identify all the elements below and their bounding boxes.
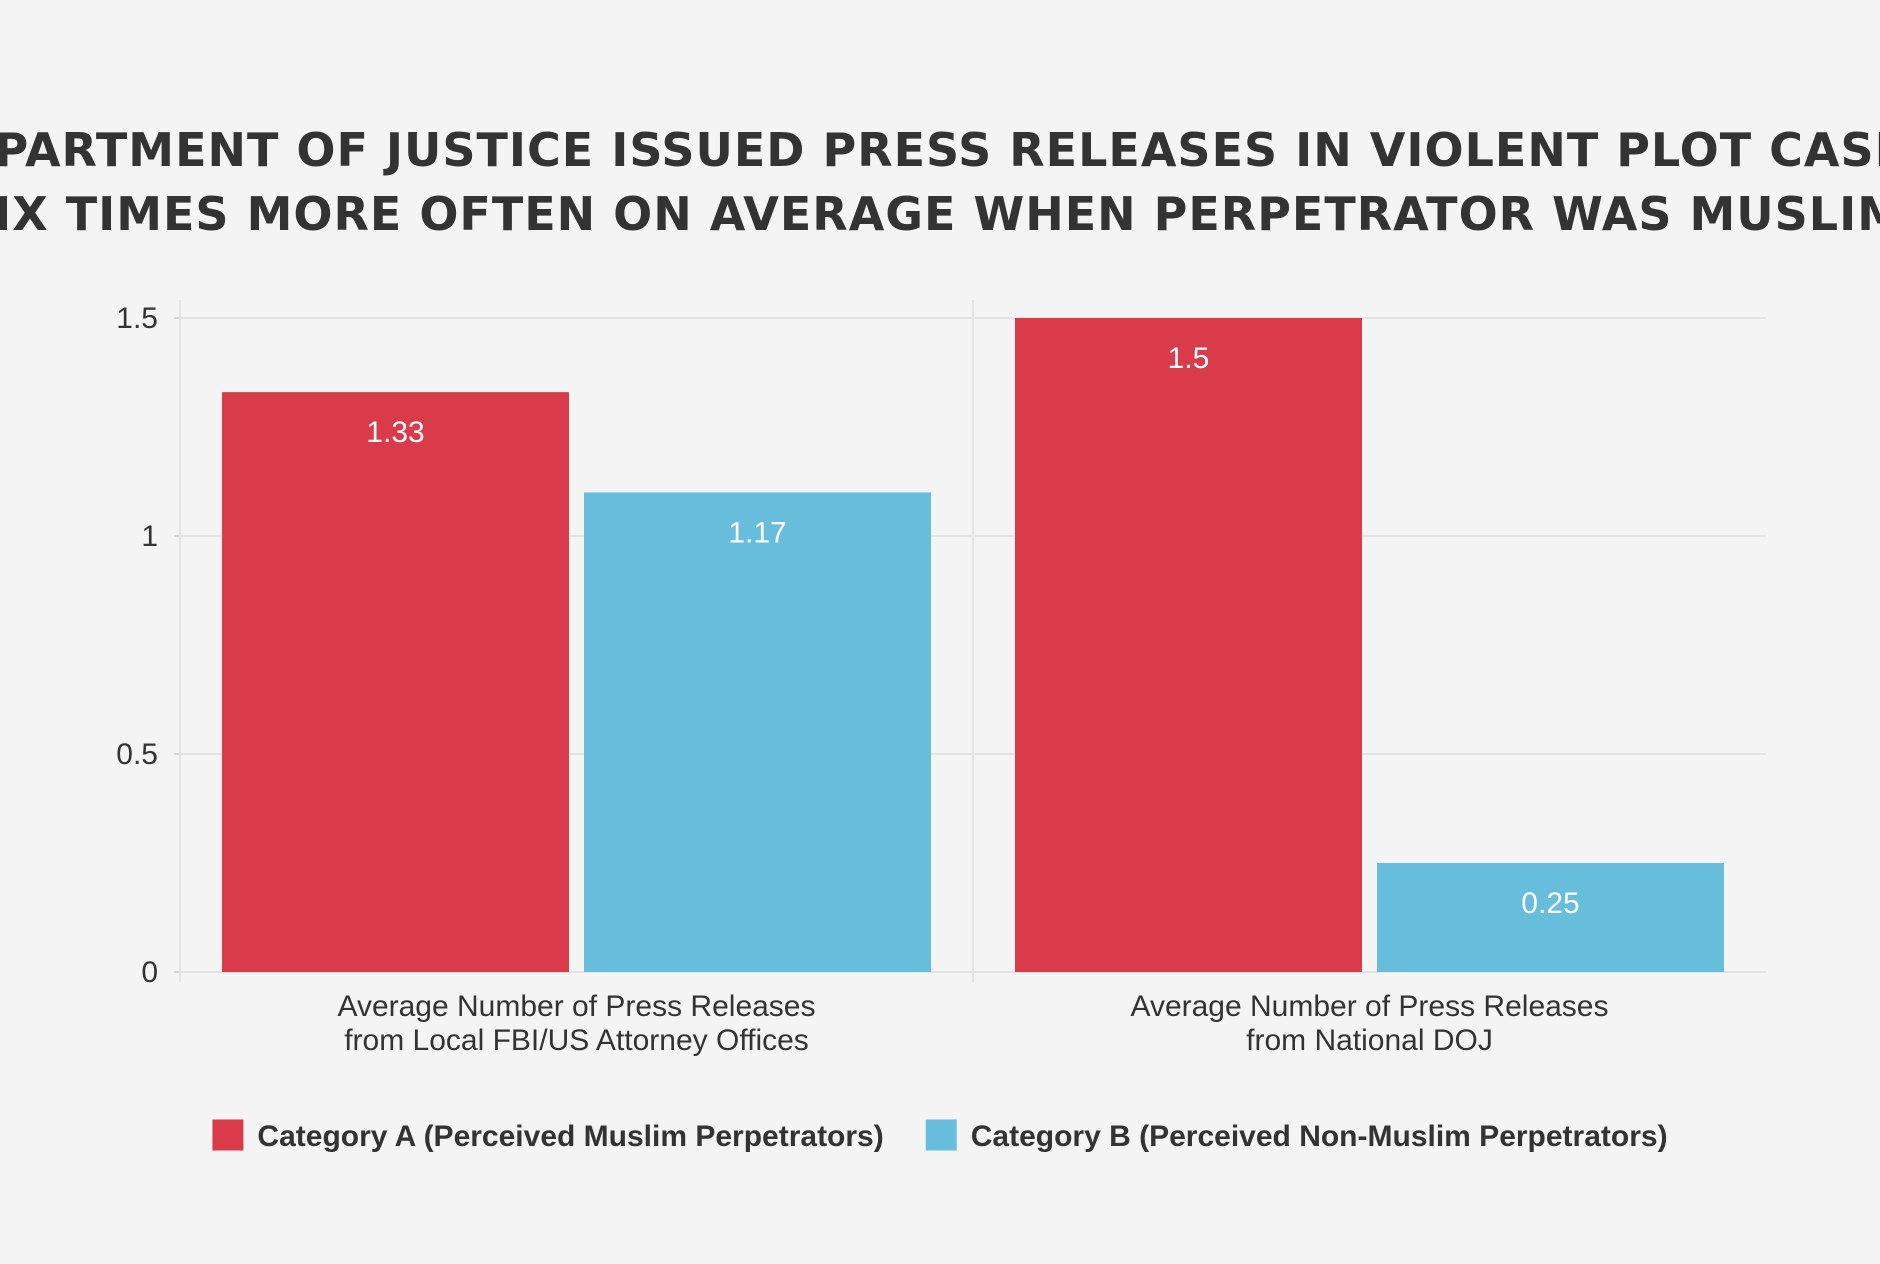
bar-value-label: 0.25 (1521, 887, 1579, 920)
y-tick-label: 0 (141, 956, 158, 989)
x-category-label: Average Number of Press Releases from Nat… (1130, 990, 1608, 1057)
y-tick-label: 1 (141, 520, 158, 553)
bar (584, 492, 931, 972)
chart-title-line-1: DEPARTMENT OF JUSTICE ISSUED PRESS RELEA… (0, 123, 1880, 177)
legend-label: Category A (Perceived Muslim Perpetrator… (257, 1120, 883, 1153)
bar (1015, 318, 1362, 972)
legend-swatch (925, 1119, 957, 1151)
y-tick-label: 1.5 (116, 302, 158, 335)
bar (1377, 863, 1724, 972)
legend-label: Category B (Perceived Non-Muslim Perpetr… (971, 1120, 1668, 1153)
bars: 1.33 1.17 1.5 0.25 (222, 318, 1724, 972)
x-category-label: Average Number of Press Releases from Loc… (337, 990, 815, 1057)
bar-value-label: 1.5 (1168, 342, 1210, 375)
legend-swatch (212, 1119, 244, 1151)
legend: Category A (Perceived Muslim Perpetrator… (212, 1119, 1668, 1153)
bar-value-label: 1.17 (728, 516, 786, 549)
y-tick-label: 0.5 (116, 738, 158, 771)
x-axis: Average Number of Press Releases from Loc… (337, 990, 1608, 1057)
y-axis: 0 0.5 1 1.5 (116, 300, 181, 989)
bar-value-label: 1.33 (366, 416, 424, 449)
chart-title: DEPARTMENT OF JUSTICE ISSUED PRESS RELEA… (0, 123, 1880, 241)
chart-title-line-2: SIX TIMES MORE OFTEN ON AVERAGE WHEN PER… (0, 187, 1880, 241)
bar (222, 392, 569, 972)
